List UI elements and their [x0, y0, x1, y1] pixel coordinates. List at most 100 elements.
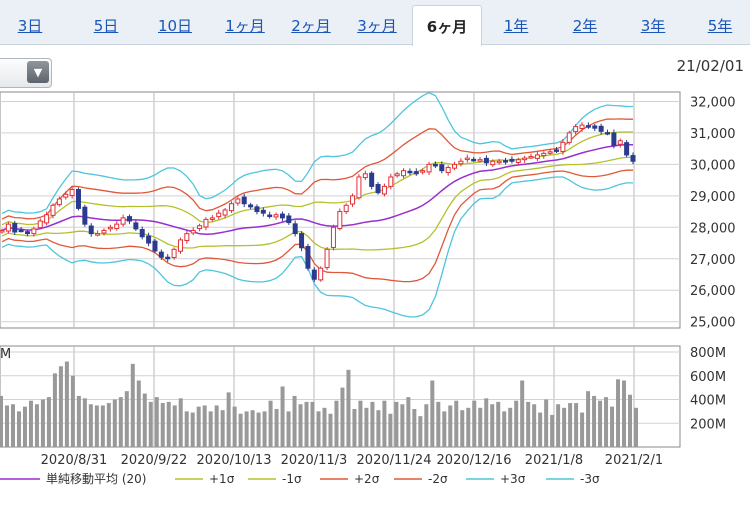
candle-body — [432, 163, 438, 167]
volume-bar — [580, 412, 585, 447]
candle-body — [343, 204, 349, 213]
candle-body — [605, 132, 611, 135]
tab-1年[interactable]: 1年 — [503, 16, 529, 35]
volume-bar — [112, 399, 117, 447]
legend-label: -3σ — [580, 472, 600, 486]
tab-3日[interactable]: 3日 — [17, 16, 43, 35]
volume-bar — [148, 401, 153, 447]
candle-body — [107, 226, 113, 230]
candle-body — [381, 185, 387, 195]
volume-bar — [28, 400, 33, 447]
legend-label: -1σ — [282, 472, 302, 486]
volume-bar — [538, 412, 543, 447]
volume-bar — [34, 404, 39, 447]
candle-body — [260, 209, 266, 214]
plus-1-sigma-line — [1, 131, 633, 226]
candle-body — [611, 132, 617, 146]
volume-bar — [526, 401, 531, 447]
chart-type-dropdown[interactable]: ▼ — [0, 58, 52, 88]
x-tick-label: 2020/10/13 — [197, 453, 272, 468]
price-y-tick-label: 30,000 — [690, 158, 736, 173]
volume-bar — [22, 406, 27, 447]
tab-2ヶ月[interactable]: 2ヶ月 — [291, 16, 331, 35]
volume-bar — [334, 400, 339, 447]
volume-bar — [0, 395, 3, 447]
volume-bar — [586, 391, 591, 447]
volume-bar — [574, 403, 579, 447]
candle-body — [630, 155, 636, 162]
volume-bar — [160, 403, 165, 447]
tab-5日[interactable]: 5日 — [93, 16, 119, 35]
candle-body — [279, 213, 285, 219]
volume-bar — [484, 398, 489, 447]
legend-label: +1σ — [209, 472, 235, 486]
candle-body — [69, 189, 75, 197]
candle-body — [37, 220, 43, 229]
candle-body — [592, 125, 598, 129]
tab-10日[interactable]: 10日 — [157, 16, 193, 35]
tab-5年[interactable]: 5年 — [707, 16, 733, 35]
volume-bar — [178, 398, 183, 447]
volume-bar — [340, 387, 345, 447]
sma-20-line — [1, 143, 633, 236]
volume-bar — [394, 401, 399, 447]
volume-bar — [154, 397, 159, 447]
volume-bar — [310, 401, 315, 447]
volume-bar — [400, 404, 405, 447]
volume-bar — [208, 411, 213, 447]
candle-body — [5, 223, 11, 232]
volume-bar — [550, 414, 555, 447]
volume-bar — [106, 403, 111, 447]
volume-bar — [40, 399, 45, 447]
volume-bar — [388, 413, 393, 447]
volume-bar — [628, 394, 633, 447]
candle-body — [305, 246, 311, 269]
candle-body — [483, 157, 489, 164]
candle-body — [216, 212, 222, 218]
candle-body — [547, 151, 553, 154]
x-tick-label: 2021/1/8 — [525, 453, 583, 468]
candle-body — [228, 203, 234, 212]
candle-body — [369, 172, 375, 187]
volume-y-tick-label: 600M — [690, 370, 726, 385]
volume-bar-group — [0, 361, 638, 447]
tab-2年[interactable]: 2年 — [572, 16, 598, 35]
candle-body — [318, 267, 324, 281]
candle-body — [579, 124, 585, 130]
candle-body — [152, 240, 158, 252]
minus-2-sigma-line — [1, 169, 633, 283]
legend-label: 単純移動平均 (20) — [46, 472, 146, 486]
volume-bar — [58, 366, 63, 447]
volume-bar — [496, 401, 501, 447]
candle-body — [190, 229, 196, 234]
volume-bar — [64, 361, 69, 447]
volume-bar — [268, 400, 273, 447]
volume-unit-label: M — [0, 347, 11, 362]
volume-bar — [292, 395, 297, 447]
candle-body — [82, 206, 88, 225]
volume-bar — [520, 380, 525, 447]
minus-1-sigma-line — [1, 156, 633, 251]
candle-body — [350, 195, 356, 205]
candle-body — [420, 170, 426, 173]
candle-body — [101, 229, 107, 234]
x-tick-label: 2020/8/31 — [41, 453, 108, 468]
tab-3ヶ月[interactable]: 3ヶ月 — [357, 16, 397, 35]
volume-bar — [514, 400, 519, 447]
candle-body — [426, 163, 432, 173]
tab-6ヶ月[interactable]: 6ヶ月 — [412, 5, 482, 46]
candle-body — [541, 152, 547, 157]
tab-1ヶ月[interactable]: 1ヶ月 — [225, 16, 265, 35]
candle-body — [197, 225, 203, 230]
volume-bar — [100, 405, 105, 447]
volume-bar — [190, 412, 195, 447]
volume-bar — [322, 407, 327, 447]
volume-bar — [454, 400, 459, 447]
legend-label: +2σ — [354, 472, 380, 486]
tab-3年[interactable]: 3年 — [640, 16, 666, 35]
candle-body — [452, 163, 458, 169]
volume-bar — [508, 407, 513, 447]
chevron-down-icon[interactable]: ▼ — [27, 61, 49, 83]
candle-body — [534, 154, 540, 159]
